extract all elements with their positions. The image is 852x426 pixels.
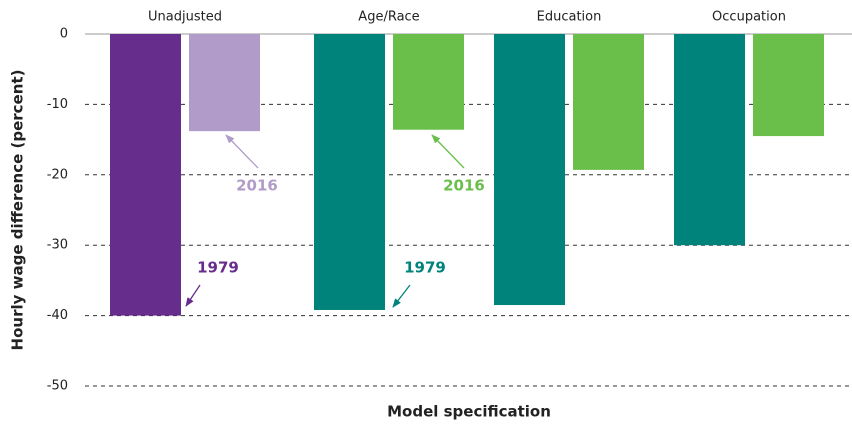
annotation: 2016 [236,177,278,195]
bar [189,34,260,132]
x-tick-label: Age/Race [358,10,419,25]
bar [393,34,464,130]
bar [494,34,565,306]
annotation-arrow [225,134,259,169]
y-tick-label: -30 [47,238,68,253]
x-tick-label: Occupation [712,10,786,25]
x-axis-title: Model specification [387,403,551,421]
annotation-arrow [392,284,411,308]
bar [110,34,181,316]
y-tick-label: -20 [47,167,68,182]
bar [674,34,745,246]
annotation-arrow [431,134,465,169]
x-tick-label: Education [537,10,602,25]
bar [753,34,824,137]
annotation-arrow [185,284,201,307]
bar [314,34,385,310]
y-axis-title: Hourly wage difference (percent) [9,70,27,351]
y-tick-label: 0 [60,27,68,42]
y-tick-label: -50 [47,379,68,394]
bar [573,34,644,170]
annotation: 1979 [404,259,446,277]
annotation: 2016 [443,177,485,195]
x-tick-label: Unadjusted [148,10,222,25]
y-tick-label: -40 [47,308,68,323]
annotation: 1979 [197,259,239,277]
y-tick-label: -10 [47,97,68,112]
